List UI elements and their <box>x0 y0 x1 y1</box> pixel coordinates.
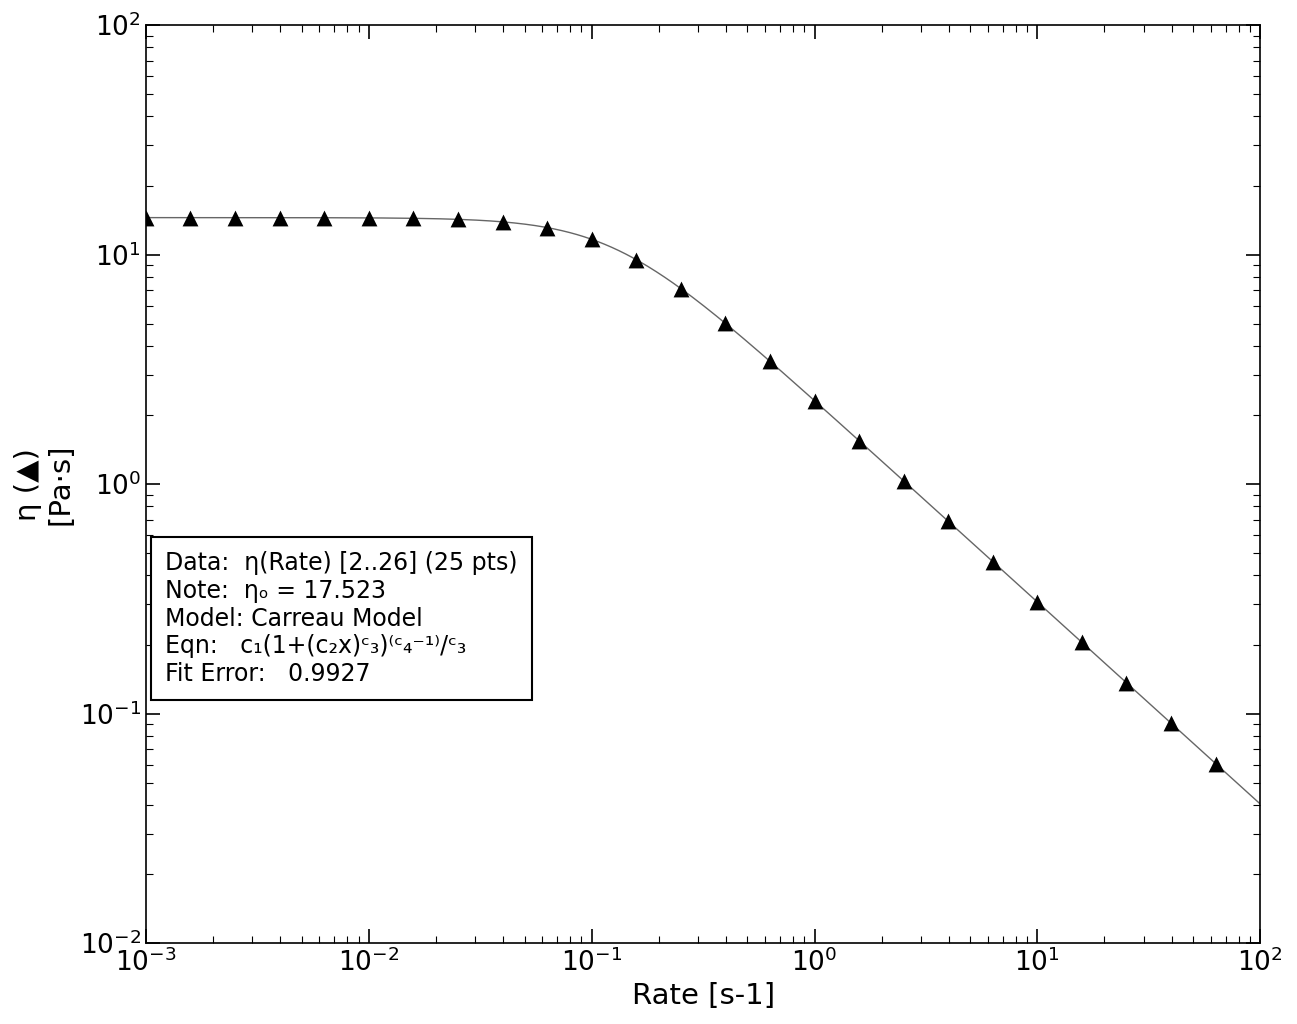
Point <box>894 473 914 489</box>
Point <box>1205 756 1226 772</box>
Point <box>671 281 691 297</box>
Point <box>626 252 647 268</box>
Point <box>1161 715 1182 731</box>
Text: Data:  η(Rate) [2..26] (25 pts)
Note:  ηₒ = 17.523
Model: Carreau Model
Eqn:   c: Data: η(Rate) [2..26] (25 pts) Note: ηₒ … <box>165 551 518 686</box>
Point <box>136 210 157 226</box>
Point <box>180 210 201 226</box>
Point <box>1117 675 1137 691</box>
Point <box>982 553 1003 569</box>
Point <box>358 210 379 226</box>
Y-axis label: η (▲)
[Pa·s]: η (▲) [Pa·s] <box>14 443 74 525</box>
Point <box>492 214 512 230</box>
Point <box>537 219 558 236</box>
Point <box>270 210 291 226</box>
Point <box>760 353 781 370</box>
Point <box>1027 594 1048 610</box>
Point <box>715 315 735 332</box>
Point <box>314 210 335 226</box>
Point <box>224 210 245 226</box>
Point <box>804 392 825 409</box>
Point <box>447 211 468 227</box>
Point <box>581 231 602 248</box>
Point <box>1071 634 1092 650</box>
Point <box>938 513 958 529</box>
Point <box>848 432 869 449</box>
Point <box>403 210 424 226</box>
X-axis label: Rate [s-1]: Rate [s-1] <box>632 982 774 1010</box>
